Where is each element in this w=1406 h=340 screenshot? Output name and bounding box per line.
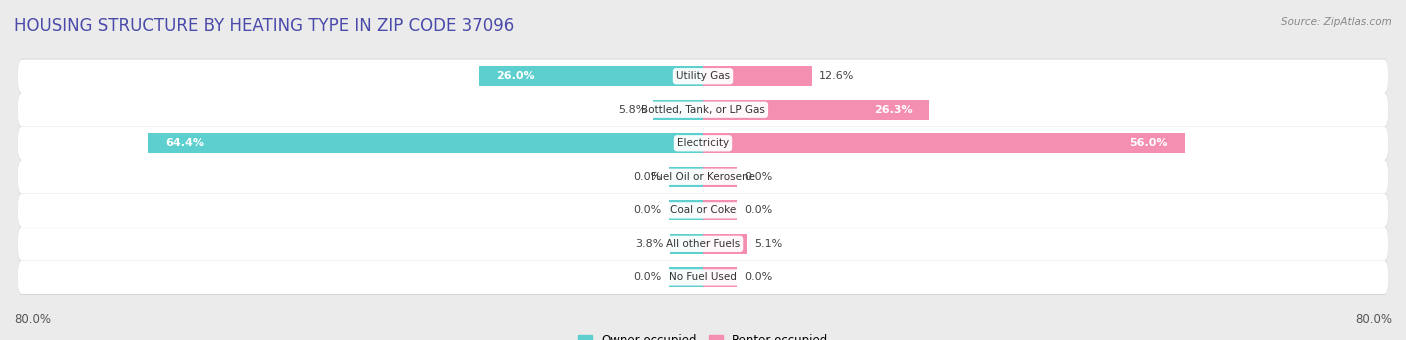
Text: 0.0%: 0.0% xyxy=(634,172,662,182)
Bar xyxy=(703,267,738,287)
FancyBboxPatch shape xyxy=(18,261,1388,294)
Text: HOUSING STRUCTURE BY HEATING TYPE IN ZIP CODE 37096: HOUSING STRUCTURE BY HEATING TYPE IN ZIP… xyxy=(14,17,515,35)
FancyBboxPatch shape xyxy=(18,92,1388,127)
Bar xyxy=(703,66,811,86)
Text: 26.0%: 26.0% xyxy=(496,71,534,81)
Bar xyxy=(669,267,703,287)
Text: 80.0%: 80.0% xyxy=(14,313,51,326)
Bar xyxy=(669,167,703,187)
Bar xyxy=(703,234,747,254)
FancyBboxPatch shape xyxy=(18,193,1388,228)
FancyBboxPatch shape xyxy=(18,160,1388,193)
Bar xyxy=(671,234,703,254)
Bar xyxy=(479,66,703,86)
Text: No Fuel Used: No Fuel Used xyxy=(669,272,737,283)
Text: Fuel Oil or Kerosene: Fuel Oil or Kerosene xyxy=(651,172,755,182)
FancyBboxPatch shape xyxy=(18,59,1388,94)
Text: 0.0%: 0.0% xyxy=(744,272,772,283)
FancyBboxPatch shape xyxy=(18,159,1388,194)
FancyBboxPatch shape xyxy=(18,59,1388,93)
Text: 3.8%: 3.8% xyxy=(636,239,664,249)
Text: 0.0%: 0.0% xyxy=(634,205,662,215)
FancyBboxPatch shape xyxy=(18,126,1388,160)
Text: 12.6%: 12.6% xyxy=(818,71,853,81)
Text: Electricity: Electricity xyxy=(676,138,730,148)
FancyBboxPatch shape xyxy=(18,226,1388,261)
Bar xyxy=(652,100,703,120)
Bar xyxy=(703,167,738,187)
Bar xyxy=(703,100,929,120)
FancyBboxPatch shape xyxy=(18,260,1388,295)
Bar xyxy=(703,133,1185,153)
Text: 5.8%: 5.8% xyxy=(617,105,647,115)
Text: Source: ZipAtlas.com: Source: ZipAtlas.com xyxy=(1281,17,1392,27)
Text: 0.0%: 0.0% xyxy=(744,205,772,215)
Text: 26.3%: 26.3% xyxy=(873,105,912,115)
Text: 64.4%: 64.4% xyxy=(166,138,205,148)
Bar xyxy=(149,133,703,153)
Text: Coal or Coke: Coal or Coke xyxy=(669,205,737,215)
Text: 0.0%: 0.0% xyxy=(744,172,772,182)
Text: Bottled, Tank, or LP Gas: Bottled, Tank, or LP Gas xyxy=(641,105,765,115)
Legend: Owner-occupied, Renter-occupied: Owner-occupied, Renter-occupied xyxy=(578,334,828,340)
FancyBboxPatch shape xyxy=(18,227,1388,261)
Text: All other Fuels: All other Fuels xyxy=(666,239,740,249)
FancyBboxPatch shape xyxy=(18,93,1388,126)
Bar xyxy=(703,200,738,220)
FancyBboxPatch shape xyxy=(18,126,1388,161)
Text: 56.0%: 56.0% xyxy=(1129,138,1168,148)
Text: 0.0%: 0.0% xyxy=(634,272,662,283)
Text: 5.1%: 5.1% xyxy=(754,239,782,249)
Text: 80.0%: 80.0% xyxy=(1355,313,1392,326)
FancyBboxPatch shape xyxy=(18,193,1388,227)
Bar xyxy=(669,200,703,220)
Text: Utility Gas: Utility Gas xyxy=(676,71,730,81)
